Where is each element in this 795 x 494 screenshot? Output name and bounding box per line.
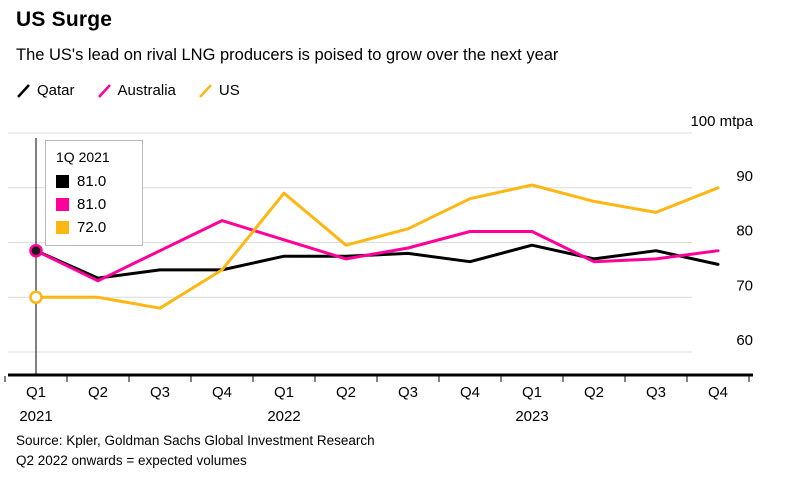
year-label: 2022 <box>267 408 300 425</box>
x-tick-label: Q4 <box>708 384 728 401</box>
legend-item-label: US <box>218 82 240 99</box>
tooltip-value: 81.0 <box>77 196 107 213</box>
series-line-australia <box>34 219 720 283</box>
crosshair-marker-us <box>29 290 43 305</box>
y-tick-label: 80 <box>736 223 753 240</box>
tooltip-series-swatch <box>56 221 69 234</box>
x-tick-label: Q1 <box>274 384 294 401</box>
crosshair-marker-australia <box>29 243 43 258</box>
x-tick-label: Q1 <box>522 384 542 401</box>
year-label: 2023 <box>515 408 548 425</box>
chart-tooltip: 1Q 2021 81.0 81.0 72.0 <box>45 140 143 246</box>
chart-legend: Qatar Australia US <box>16 82 240 99</box>
chart-plot-area[interactable]: 60 70 80 90 100 mtpa Q1 Q2 Q3 Q4 Q1 Q2 Q3 Q4 Q1 Q2 Q3 Q4… <box>0 105 795 435</box>
footer-note: Q2 2022 onwards = expected volumes <box>16 452 247 468</box>
x-tick-label: Q2 <box>88 384 108 401</box>
x-tick-label: Q3 <box>150 384 170 401</box>
legend-item-label: Australia <box>117 82 176 99</box>
tooltip-value: 81.0 <box>77 173 107 190</box>
series-line-us <box>34 183 720 310</box>
legend-line-icon <box>17 83 30 98</box>
y-tick-label: 90 <box>736 168 753 185</box>
chart-footer: Source: Kpler, Goldman Sachs Global Inve… <box>16 431 375 470</box>
legend-item-qatar: Qatar <box>16 82 75 99</box>
legend-item-us: US <box>198 82 240 99</box>
x-tick-label: Q4 <box>460 384 480 401</box>
legend-line-icon <box>198 83 212 98</box>
y-tick-label: 60 <box>736 332 753 349</box>
tooltip-row: 72.0 <box>56 219 132 236</box>
y-tick-label: 100 mtpa <box>690 113 753 130</box>
tooltip-rows: 81.0 81.0 72.0 <box>56 173 132 236</box>
legend-item-australia: Australia <box>97 82 176 99</box>
tooltip-title: 1Q 2021 <box>56 149 110 165</box>
x-tick-label: Q1 <box>26 384 46 401</box>
x-tick-label: Q4 <box>212 384 232 401</box>
page-title: US Surge <box>16 8 113 31</box>
page-subtitle: The US's lead on rival LNG producers is … <box>16 46 559 64</box>
legend-item-label: Qatar <box>37 82 75 99</box>
footer-source: Source: Kpler, Goldman Sachs Global Inve… <box>16 433 375 448</box>
y-tick-label: 70 <box>736 277 753 294</box>
tooltip-series-swatch <box>56 198 69 211</box>
tooltip-row: 81.0 <box>56 173 132 190</box>
x-tick-label: Q2 <box>584 384 604 401</box>
legend-line-icon <box>97 83 111 98</box>
tooltip-series-swatch <box>56 175 69 188</box>
year-label: 2021 <box>19 408 52 425</box>
tooltip-row: 81.0 <box>56 196 132 213</box>
x-tick-label: Q3 <box>646 384 666 401</box>
x-tick-label: Q2 <box>336 384 356 401</box>
tooltip-value: 72.0 <box>77 219 107 236</box>
x-tick-label: Q3 <box>398 384 418 401</box>
